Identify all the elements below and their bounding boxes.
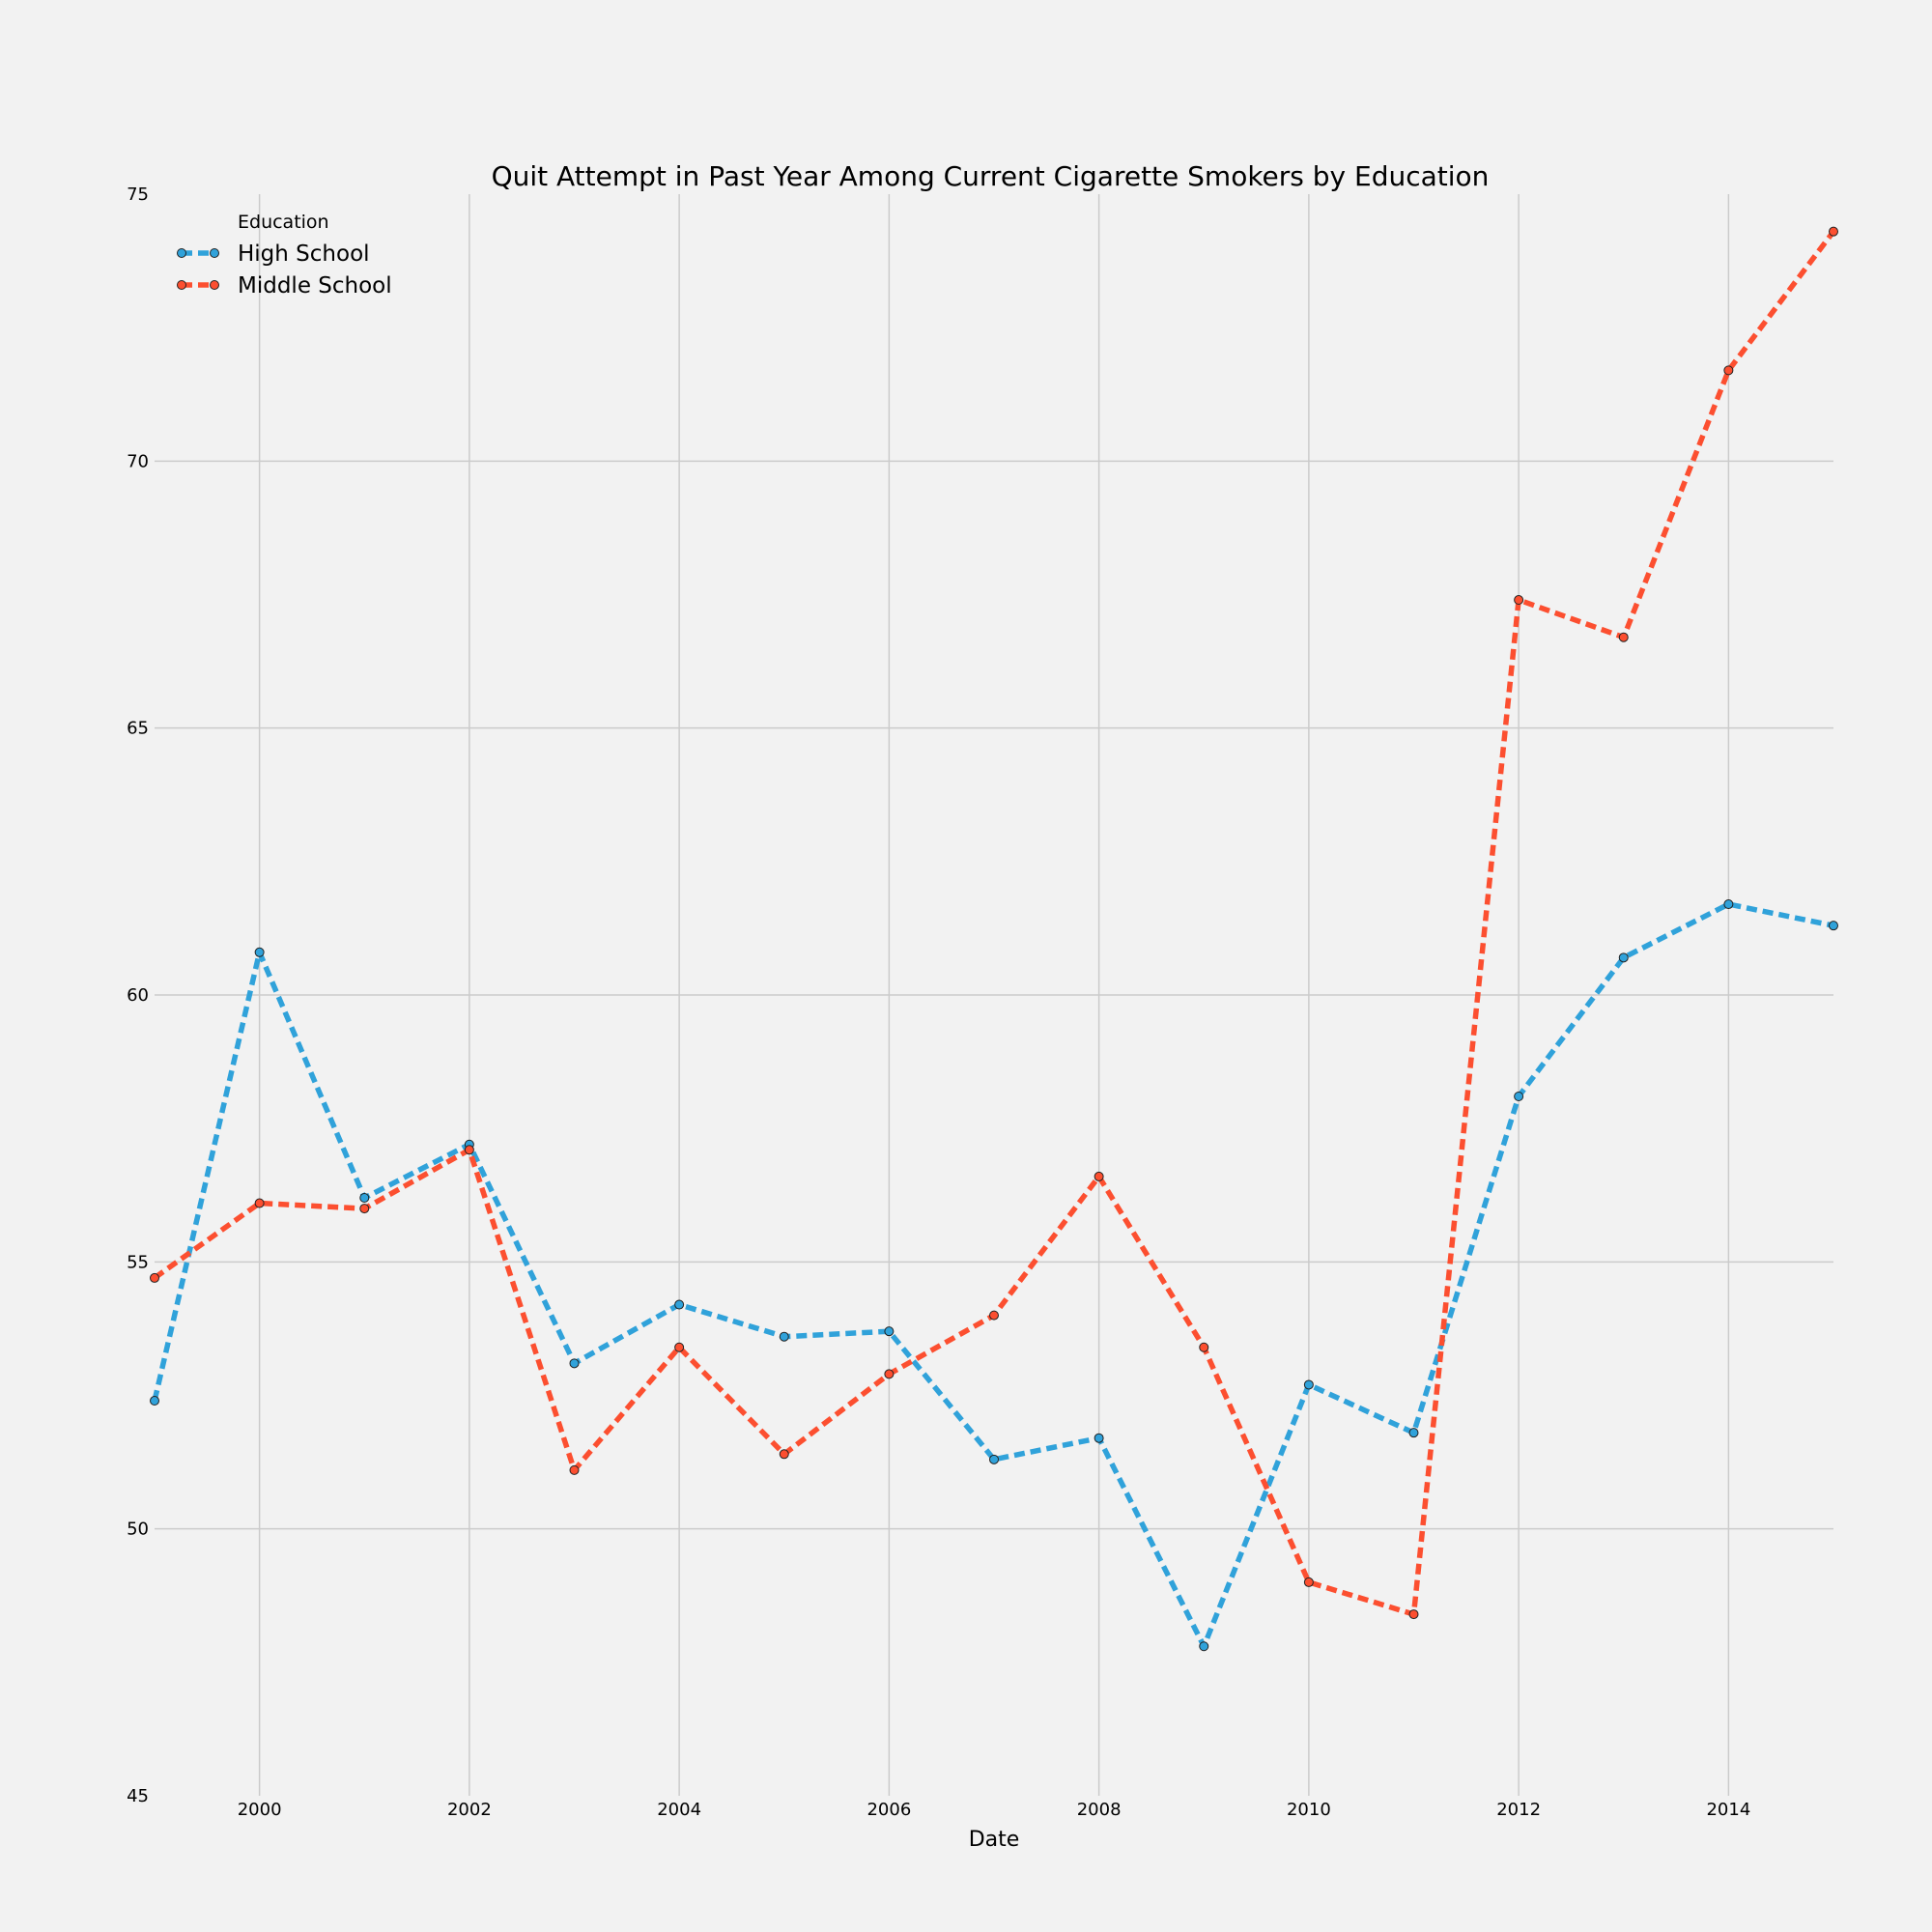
chart-title: Quit Attempt in Past Year Among Current … [492,160,1490,192]
data-point-middle-school [1303,1577,1314,1587]
data-point-high-school [254,947,265,957]
data-point-middle-school [674,1342,685,1352]
legend: Education High School Middle School [177,212,392,298]
data-point-middle-school [989,1310,999,1321]
data-point-high-school [1723,899,1734,910]
legend-marker [177,248,186,258]
data-point-middle-school [884,1369,895,1379]
y-tick-label: 50 [127,1520,149,1540]
y-tick-label: 60 [127,985,149,1006]
series-middle-school [150,226,1838,1620]
legend-item-middle-school: Middle School [177,273,392,298]
data-point-middle-school [150,1272,159,1283]
data-point-middle-school [1199,1342,1209,1352]
y-tick-label: 70 [127,451,149,471]
legend-label: Middle School [238,273,392,298]
tick-labels: 45 50 55 60 65 70 75 2000 2002 2004 2006 2008 2010 20… [127,185,1750,1820]
x-tick-label: 2010 [1287,1800,1331,1820]
x-tick-label: 2008 [1077,1800,1122,1820]
y-tick-label: 45 [127,1786,149,1806]
legend-label: High School [238,242,370,267]
data-point-high-school [1829,921,1838,931]
data-point-middle-school [1618,632,1629,642]
data-point-high-school [1408,1428,1419,1438]
data-point-middle-school [1723,365,1734,376]
x-axis-label: Date [969,1828,1020,1852]
data-point-middle-school [359,1204,370,1214]
x-tick-label: 2002 [447,1800,492,1820]
data-point-high-school [674,1299,685,1310]
series-layer [150,226,1838,1652]
data-point-middle-school [1408,1609,1419,1620]
legend-marker [210,248,219,258]
y-tick-label: 65 [127,719,149,739]
data-point-high-school [779,1331,789,1342]
y-tick-label: 75 [127,185,149,205]
data-point-high-school [1094,1433,1104,1443]
data-point-high-school [569,1358,580,1369]
data-point-high-school [1514,1092,1524,1102]
data-point-middle-school [1094,1171,1104,1181]
data-point-high-school [989,1454,999,1464]
x-tick-label: 2014 [1706,1800,1750,1820]
data-point-middle-school [464,1145,474,1155]
data-point-high-school [1199,1641,1209,1652]
data-point-middle-school [569,1464,580,1475]
grid-lines [155,194,1833,1796]
x-tick-label: 2000 [238,1800,282,1820]
data-point-middle-school [1514,595,1524,606]
series-line-high-school [152,901,1834,1650]
legend-item-high-school: High School [177,242,370,267]
legend-marker [210,280,219,290]
data-point-high-school [150,1396,159,1406]
y-tick-label: 55 [127,1252,149,1272]
x-tick-label: 2012 [1496,1800,1541,1820]
data-point-middle-school [254,1198,265,1208]
series-high-school [150,899,1838,1652]
data-point-high-school [884,1326,895,1337]
data-point-middle-school [1829,226,1838,237]
x-tick-label: 2004 [657,1800,701,1820]
data-point-high-school [1303,1379,1314,1390]
data-point-high-school [1618,952,1629,963]
data-point-high-school [359,1193,370,1204]
legend-title: Education [238,212,329,233]
data-point-middle-school [779,1449,789,1460]
legend-marker [177,280,186,290]
x-tick-label: 2006 [867,1800,911,1820]
